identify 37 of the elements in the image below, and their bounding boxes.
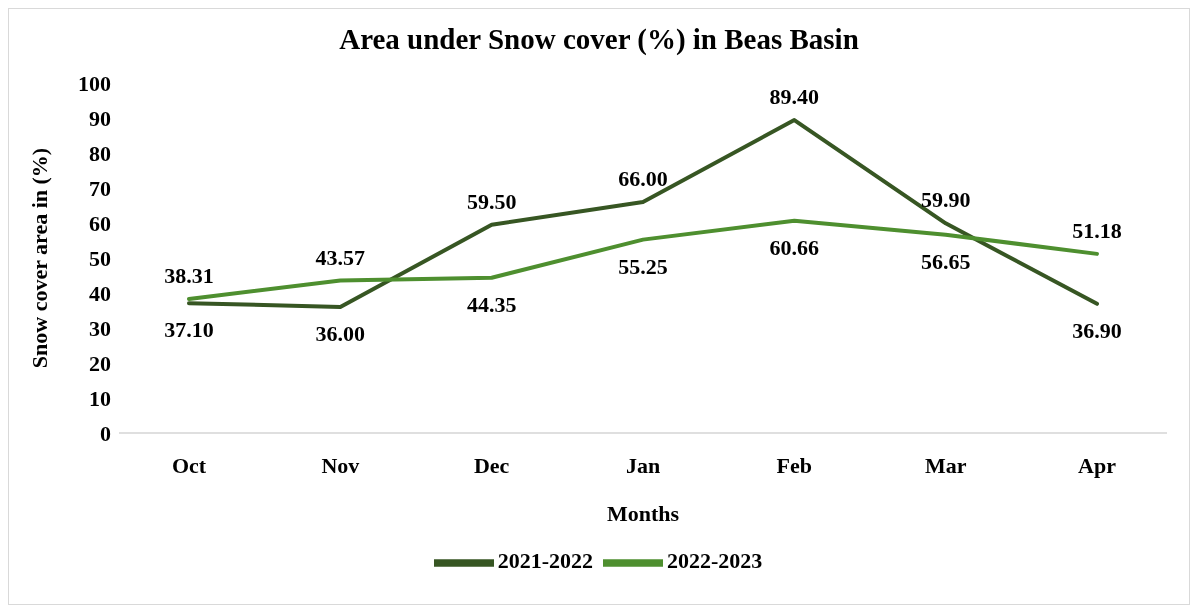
y-tick-label: 20	[89, 350, 111, 376]
y-tick-label: 10	[89, 385, 111, 411]
x-axis-title: Months	[606, 501, 680, 526]
x-tick-label: Feb	[776, 452, 813, 478]
data-label: 66.00	[618, 166, 668, 191]
x-tick-label: Oct	[171, 452, 207, 478]
chart-title: Area under Snow cover (%) in Beas Basin	[338, 22, 860, 57]
x-tick-label: Nov	[321, 452, 360, 478]
data-label: 51.18	[1072, 217, 1122, 243]
x-tick-label: Dec	[473, 452, 510, 478]
y-tick-label: 0	[100, 420, 111, 446]
x-tick-label: Apr	[1078, 452, 1117, 478]
data-label: 89.40	[769, 84, 820, 110]
y-tick-label: 80	[89, 140, 111, 166]
x-tick-label: Mar	[924, 452, 967, 478]
y-tick-label: 50	[89, 245, 111, 271]
x-tick-label: Jan	[625, 452, 661, 478]
legend-label: 2022-2023	[667, 548, 763, 574]
data-label: 59.90	[920, 187, 971, 213]
y-tick-label: 60	[89, 210, 111, 236]
data-label: 55.25	[618, 253, 668, 279]
y-axis-title: Snow cover area in (%)	[26, 147, 52, 369]
data-label: 36.90	[1072, 317, 1122, 343]
data-label: 59.50	[466, 188, 517, 214]
data-label: 43.57	[315, 244, 366, 270]
data-label: 60.66	[769, 234, 820, 260]
data-label: 38.31	[164, 262, 214, 288]
legend-label: 2021-2022	[497, 548, 593, 574]
y-tick-label: 40	[89, 280, 111, 306]
y-tick-label: 90	[89, 105, 111, 131]
data-label: 44.35	[466, 291, 517, 317]
y-tick-label: 30	[89, 315, 111, 341]
data-label: 56.65	[920, 248, 971, 274]
y-tick-label: 100	[78, 70, 111, 96]
data-label: 36.00	[315, 321, 366, 346]
y-tick-label: 70	[89, 175, 111, 201]
data-label: 37.10	[164, 317, 214, 343]
